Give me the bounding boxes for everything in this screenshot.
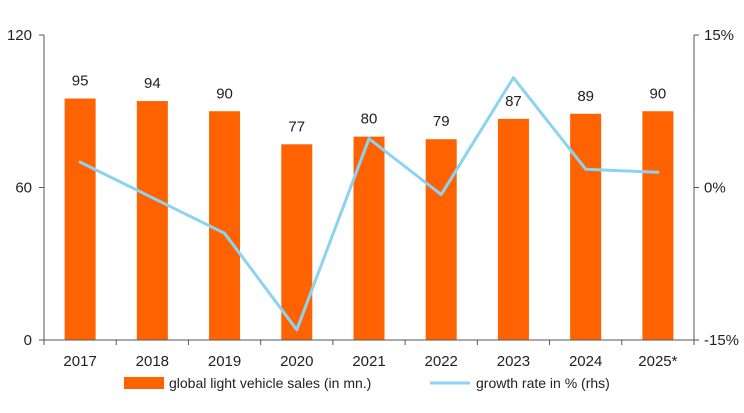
legend-label-growth: growth rate in % (rhs)	[476, 375, 610, 391]
legend-label-sales: global light vehicle sales (in mn.)	[169, 375, 371, 391]
bar-2022	[425, 139, 457, 340]
bar-2024	[570, 113, 602, 341]
right-tick-label: 0%	[704, 180, 726, 197]
left-tick-label: 60	[15, 180, 32, 197]
x-tick-label-2018: 2018	[136, 353, 169, 370]
right-tick-label: 15%	[704, 27, 734, 44]
x-tick-label-2023: 2023	[497, 353, 530, 370]
bar-2021	[353, 136, 385, 340]
growth-rate-line	[78, 76, 660, 332]
x-tick-label-2025*: 2025*	[638, 353, 677, 370]
data-label-2017: 95	[72, 73, 89, 90]
data-label-2024: 89	[577, 88, 594, 105]
bar-2018	[136, 101, 168, 340]
x-tick-label-2022: 2022	[425, 353, 458, 370]
x-tick-label-2024: 2024	[569, 353, 602, 370]
data-label-2020: 77	[288, 118, 305, 135]
data-label-2022: 79	[433, 113, 450, 130]
x-tick-label-2019: 2019	[208, 353, 241, 370]
right-tick-label: -15%	[704, 332, 739, 349]
bar-2017	[64, 98, 96, 341]
left-tick-label: 120	[7, 27, 32, 44]
bar-2020	[281, 144, 313, 340]
x-tick-label-2017: 2017	[63, 353, 96, 370]
bar-2023	[497, 118, 529, 340]
data-label-2018: 94	[144, 75, 161, 92]
data-label-2019: 90	[216, 85, 233, 102]
data-label-2025*: 90	[650, 85, 667, 102]
left-tick-label: 0	[24, 332, 32, 349]
data-label-2021: 80	[361, 111, 378, 128]
legend-swatch-sales	[124, 377, 164, 389]
data-label-2023: 87	[505, 93, 522, 110]
x-tick-label-2020: 2020	[280, 353, 313, 370]
bar-2025*	[642, 111, 674, 340]
bar-2019	[209, 111, 241, 340]
x-tick-label-2021: 2021	[352, 353, 385, 370]
